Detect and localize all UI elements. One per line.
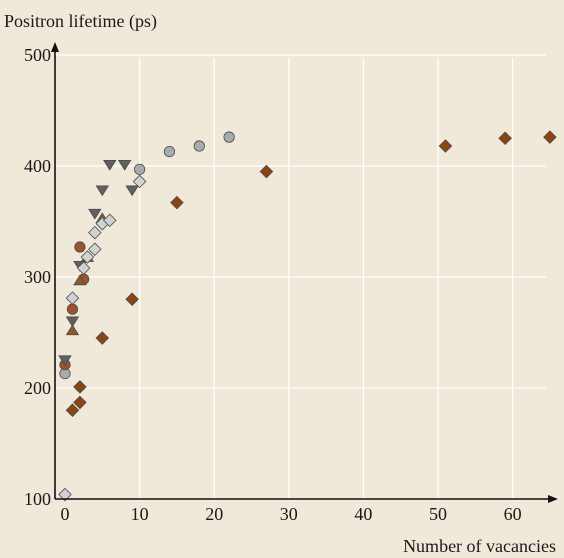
data-point-triangle-down bbox=[95, 185, 110, 197]
data-point-diamond bbox=[73, 380, 87, 394]
data-point-diamond bbox=[80, 250, 95, 264]
y-tick-label: 500 bbox=[24, 45, 51, 65]
data-point-diamond bbox=[543, 130, 557, 144]
data-point-diamond bbox=[259, 164, 274, 179]
y-tick-label: 400 bbox=[24, 156, 51, 176]
y-axis-label: Positron lifetime (ps) bbox=[4, 11, 157, 32]
data-point-triangle-up bbox=[73, 274, 87, 286]
x-tick-label: 30 bbox=[280, 504, 298, 524]
data-point-circle bbox=[223, 131, 235, 143]
data-point-circle bbox=[163, 145, 176, 158]
data-point-circle bbox=[74, 241, 86, 253]
x-tick-label: 10 bbox=[131, 504, 149, 524]
y-tick-label: 300 bbox=[24, 267, 51, 287]
x-tick-label: 20 bbox=[205, 504, 223, 524]
y-tick-label: 200 bbox=[24, 378, 51, 398]
data-point-diamond bbox=[132, 174, 147, 189]
data-point-diamond bbox=[88, 242, 102, 257]
x-tick-label: 40 bbox=[354, 504, 372, 524]
x-tick-label: 50 bbox=[429, 504, 447, 524]
data-point-diamond bbox=[498, 131, 512, 146]
data-point-diamond bbox=[125, 292, 139, 306]
data-point-diamond bbox=[65, 403, 80, 417]
data-point-diamond bbox=[73, 395, 87, 410]
y-tick-label: 100 bbox=[24, 489, 51, 509]
grid-lines bbox=[55, 54, 546, 499]
data-point-diamond bbox=[76, 261, 91, 275]
data-point-diamond bbox=[95, 331, 110, 345]
data-point-triangle-down bbox=[125, 185, 139, 197]
y-axis-arrow bbox=[51, 42, 59, 52]
data-points bbox=[58, 130, 557, 502]
data-point-circle bbox=[66, 303, 79, 315]
data-point-circle bbox=[193, 140, 205, 152]
data-point-triangle-up bbox=[65, 324, 80, 336]
data-point-diamond bbox=[58, 487, 72, 502]
axes bbox=[51, 42, 558, 503]
data-point-diamond bbox=[88, 225, 102, 240]
data-point-diamond bbox=[65, 291, 80, 305]
x-axis-arrow bbox=[548, 495, 558, 503]
data-point-triangle-down bbox=[117, 159, 132, 171]
x-tick-label: 60 bbox=[504, 504, 522, 524]
data-point-diamond bbox=[102, 213, 117, 228]
data-point-triangle-down bbox=[88, 208, 102, 220]
x-tick-label: 0 bbox=[61, 504, 70, 524]
tick-labels: 0 10 20 30 40 50 60 100 200 300 400 500 bbox=[24, 45, 522, 524]
data-point-triangle-down bbox=[58, 355, 72, 367]
data-point-triangle-down bbox=[103, 159, 117, 171]
data-point-diamond bbox=[170, 195, 184, 210]
data-point-circle bbox=[134, 163, 146, 175]
x-axis-label: Number of vacancies bbox=[403, 536, 556, 556]
data-point-triangle-down bbox=[65, 316, 80, 328]
data-point-diamond bbox=[438, 139, 453, 153]
